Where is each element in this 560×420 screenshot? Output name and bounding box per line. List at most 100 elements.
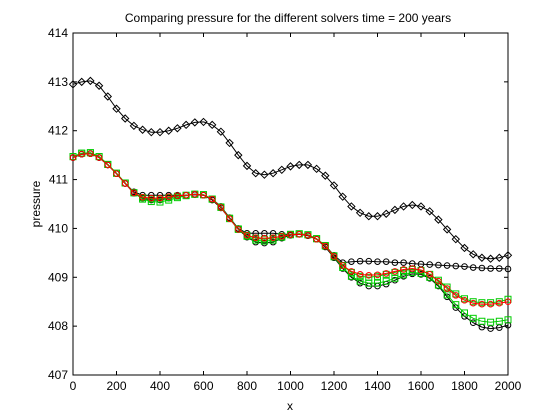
data-point-diamond [329, 181, 339, 190]
data-point-circle [382, 258, 390, 265]
data-point-diamond [312, 164, 321, 174]
y-tick-label: 408 [48, 319, 68, 333]
data-point-circle [278, 232, 286, 240]
data-point-square [374, 272, 381, 280]
data-point-circle [148, 194, 155, 202]
data-point-square [469, 314, 477, 322]
data-point-circle [461, 263, 468, 270]
data-point-circle [191, 190, 199, 198]
data-point-circle [78, 150, 85, 158]
data-point-circle [87, 150, 94, 157]
data-point-circle [243, 231, 251, 239]
data-point-circle [487, 265, 494, 272]
data-point-circle [365, 272, 373, 279]
data-point-square [495, 317, 503, 325]
data-point-square [382, 277, 390, 285]
y-tick-label: 409 [48, 270, 68, 284]
data-point-circle [374, 271, 381, 279]
data-point-square [356, 277, 364, 285]
data-point-circle [443, 285, 451, 292]
data-point-square [347, 272, 355, 280]
data-point-circle [487, 325, 494, 332]
data-point-circle [348, 258, 355, 265]
data-point-circle [469, 319, 477, 327]
x-tick-label: 1600 [408, 379, 435, 393]
data-point-circle [400, 259, 407, 266]
data-point-circle [504, 298, 512, 306]
data-point-circle [313, 235, 320, 243]
data-point-circle [356, 271, 364, 278]
data-point-diamond [425, 207, 434, 216]
x-tick-label: 800 [237, 379, 257, 393]
data-point-circle [217, 204, 225, 211]
data-point-square [365, 273, 373, 281]
data-point-diamond [355, 208, 365, 218]
x-tick-label: 1400 [364, 379, 391, 393]
x-tick-label: 1200 [321, 379, 348, 393]
data-point-circle [226, 215, 233, 222]
data-point-circle [487, 300, 494, 308]
x-tick-label: 0 [70, 379, 77, 393]
data-point-circle [156, 194, 164, 202]
y-tick-label: 412 [48, 124, 68, 138]
data-point-circle [200, 191, 207, 199]
data-point-circle [452, 292, 460, 299]
data-point-circle [391, 268, 399, 275]
data-point-circle [182, 191, 190, 199]
data-point-diamond [260, 170, 269, 179]
data-point-diamond [251, 169, 260, 178]
data-point-circle [365, 257, 373, 265]
data-point-circle [252, 234, 259, 242]
data-point-diamond [416, 202, 426, 211]
data-point-circle [426, 261, 434, 268]
data-point-diamond [434, 215, 443, 224]
y-axis-label: pressure [29, 180, 43, 227]
data-point-circle [504, 265, 512, 273]
y-axis: 407 408 409 410 411 412 413 414 [48, 26, 508, 382]
data-point-diamond [321, 171, 330, 180]
data-point-circle [469, 299, 477, 307]
data-point-circle [469, 264, 477, 271]
y-tick-label: 413 [48, 75, 68, 89]
data-point-diamond [225, 138, 234, 148]
data-point-diamond [468, 250, 478, 259]
data-point-square [452, 301, 460, 309]
data-point-circle [409, 265, 416, 272]
data-point-circle [452, 262, 460, 270]
data-point-circle [113, 170, 120, 178]
data-point-circle [121, 180, 129, 187]
data-point-diamond [103, 92, 113, 101]
data-point-circle [95, 154, 103, 161]
x-tick-label: 1800 [451, 379, 478, 393]
data-point-square [487, 299, 495, 307]
data-point-diamond [451, 234, 461, 244]
data-point-diamond [86, 76, 95, 86]
data-point-square [356, 272, 364, 280]
data-point-diamond [138, 125, 147, 134]
data-point-circle [435, 277, 442, 285]
data-point-diamond [129, 121, 139, 131]
data-point-circle [348, 268, 355, 275]
data-point-diamond [94, 81, 104, 90]
data-point-diamond [408, 200, 417, 210]
data-point-diamond [155, 127, 165, 137]
data-point-diamond [120, 114, 130, 123]
data-point-diamond [68, 80, 78, 89]
data-point-circle [208, 195, 216, 203]
data-point-circle [339, 262, 347, 269]
data-point-circle [374, 258, 381, 265]
series-1 [68, 76, 513, 263]
data-point-square [487, 318, 495, 326]
data-point-diamond [294, 160, 304, 170]
data-point-diamond [112, 104, 121, 113]
data-point-circle [261, 234, 268, 242]
data-point-square [443, 283, 451, 291]
data-point-circle [174, 192, 181, 199]
data-point-circle [130, 189, 138, 197]
data-point-diamond [381, 209, 391, 218]
data-point-circle [478, 300, 486, 308]
data-point-diamond [347, 202, 356, 211]
data-point-circle [322, 242, 329, 250]
data-point-diamond [286, 162, 295, 171]
x-tick-label: 2000 [495, 379, 522, 393]
